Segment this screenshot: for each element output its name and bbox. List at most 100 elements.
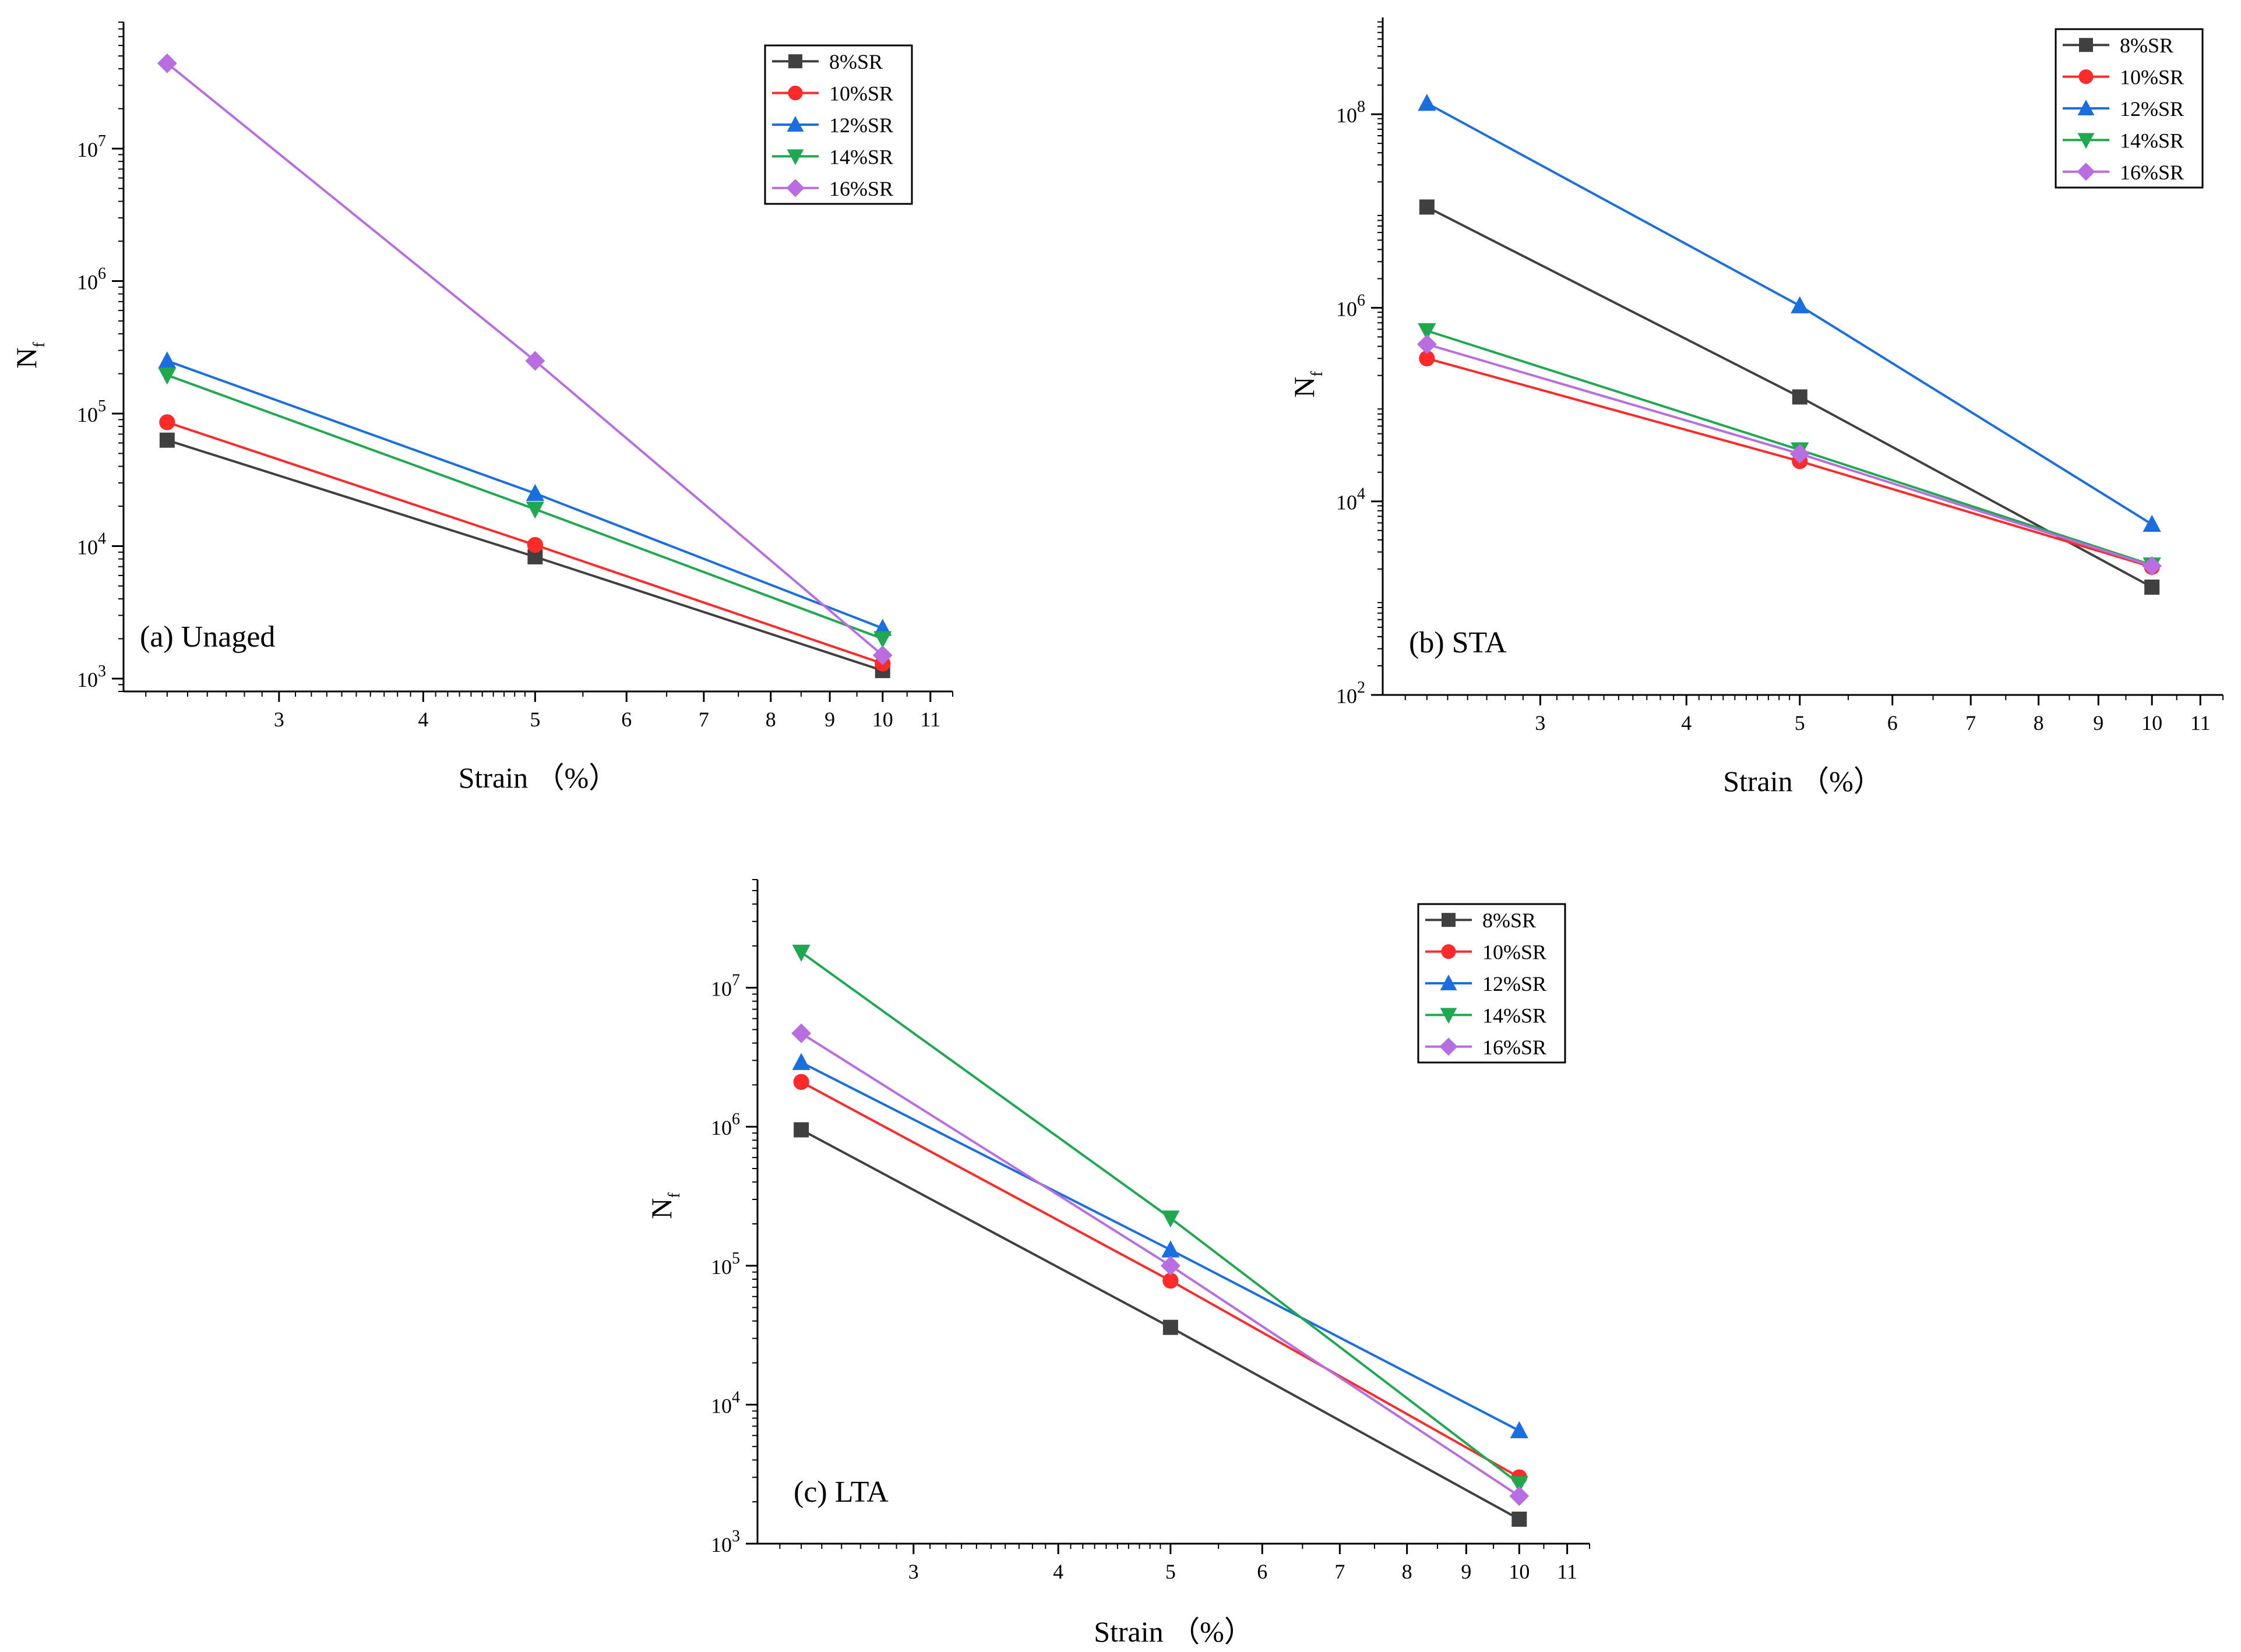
x-tick-label: 11 bbox=[2190, 711, 2211, 735]
panel-title: (b) STA bbox=[1409, 626, 1507, 659]
x-tick-label: 9 bbox=[824, 708, 835, 731]
data-point-12%SR bbox=[1161, 1240, 1180, 1258]
data-point-10%SR bbox=[159, 414, 175, 430]
legend-label: 8%SR bbox=[2120, 34, 2173, 57]
data-point-14%SR bbox=[158, 368, 177, 385]
data-point-10%SR bbox=[793, 1074, 809, 1090]
y-tick-label: 104 bbox=[1336, 485, 1365, 514]
data-point-12%SR bbox=[792, 1053, 811, 1070]
data-point-14%SR bbox=[526, 502, 544, 519]
data-point-12%SR bbox=[1510, 1421, 1528, 1439]
chart-panel-sta: 3 4 5 6 7 8 9 10 11 102 104 106 108 Strain （%） Nf (b) S… bbox=[1288, 17, 2224, 797]
y-tick-label: 106 bbox=[711, 1110, 740, 1139]
legend-label: 16%SR bbox=[2120, 161, 2184, 184]
y-tick-label: 106 bbox=[1336, 291, 1365, 320]
legend-marker bbox=[2078, 69, 2094, 84]
data-point-16%SR bbox=[1160, 1255, 1181, 1276]
y-tick-label: 108 bbox=[1336, 98, 1365, 127]
y-tick-label: 107 bbox=[77, 132, 106, 161]
series-line-14%SR bbox=[167, 374, 883, 640]
chart-panel-lta: 3 4 5 6 7 8 9 10 11 103 104 105 106 107 Strain （%） Nf (c… bbox=[645, 879, 1590, 1648]
x-tick-label: 4 bbox=[1053, 1560, 1063, 1583]
x-tick-label: 5 bbox=[530, 708, 540, 731]
x-tick-label: 11 bbox=[1557, 1560, 1577, 1583]
data-point-8%SR bbox=[794, 1122, 809, 1138]
legend-label: 14%SR bbox=[2120, 129, 2184, 152]
legend-label: 16%SR bbox=[829, 177, 893, 200]
x-tick-label: 10 bbox=[2141, 711, 2162, 735]
legend-marker bbox=[1442, 913, 1456, 927]
data-point-8%SR bbox=[1162, 1319, 1178, 1335]
legend-marker bbox=[787, 149, 804, 165]
legend-marker bbox=[788, 54, 802, 69]
legend-marker bbox=[2077, 100, 2095, 115]
x-tick-label: 6 bbox=[1887, 711, 1898, 735]
data-point-8%SR bbox=[1419, 199, 1435, 215]
data-point-12%SR bbox=[1418, 93, 1436, 111]
legend: 8%SR 10%SR 12%SR 14%SR 16%SR bbox=[1417, 903, 1566, 1064]
data-point-16%SR bbox=[872, 645, 893, 665]
legend: 8%SR 10%SR 12%SR 14%SR 16%SR bbox=[2055, 28, 2204, 189]
legend-marker bbox=[2077, 133, 2095, 149]
data-point-16%SR bbox=[1789, 444, 1810, 464]
panel-title: (c) LTA bbox=[794, 1475, 889, 1509]
x-tick-label: 7 bbox=[1965, 711, 1976, 735]
legend-label: 10%SR bbox=[2120, 66, 2184, 89]
data-point-14%SR bbox=[792, 944, 811, 962]
data-point-14%SR bbox=[1161, 1210, 1180, 1228]
x-tick-label: 3 bbox=[1535, 711, 1545, 735]
data-point-16%SR bbox=[791, 1023, 812, 1043]
legend-label: 12%SR bbox=[1482, 972, 1546, 996]
y-axis-title: Nf bbox=[1288, 371, 1326, 398]
legend-label: 10%SR bbox=[829, 82, 893, 105]
x-axis-title: Strain （%） bbox=[1723, 765, 1883, 797]
data-point-14%SR bbox=[1418, 323, 1436, 340]
data-point-8%SR bbox=[2144, 579, 2160, 595]
legend-label: 12%SR bbox=[2120, 97, 2184, 121]
data-point-10%SR bbox=[527, 536, 544, 553]
series-line-14%SR bbox=[1426, 329, 2152, 566]
series-line-8%SR bbox=[801, 1128, 1520, 1520]
data-point-14%SR bbox=[873, 631, 892, 648]
x-tick-label: 4 bbox=[418, 708, 428, 731]
y-tick-label: 106 bbox=[77, 265, 106, 294]
x-tick-label: 10 bbox=[1509, 1560, 1530, 1583]
legend-marker bbox=[1440, 1008, 1457, 1024]
legend-marker bbox=[2077, 163, 2095, 181]
legend-label: 10%SR bbox=[1482, 941, 1546, 964]
data-point-8%SR bbox=[1511, 1511, 1527, 1527]
legend-marker bbox=[1441, 944, 1456, 959]
legend-marker bbox=[1439, 1037, 1458, 1056]
series-line-12%SR bbox=[801, 1061, 1520, 1432]
data-point-16%SR bbox=[1509, 1486, 1530, 1506]
x-tick-label: 10 bbox=[872, 708, 893, 731]
x-tick-label: 5 bbox=[1795, 711, 1805, 735]
x-tick-label: 9 bbox=[1461, 1560, 1471, 1583]
series-line-12%SR bbox=[167, 359, 883, 630]
y-tick-label: 107 bbox=[711, 972, 740, 1001]
legend-marker bbox=[787, 116, 804, 132]
series-line-16%SR bbox=[801, 1032, 1520, 1497]
y-tick-label: 105 bbox=[77, 397, 106, 426]
legend-marker bbox=[786, 179, 805, 197]
x-tick-label: 8 bbox=[766, 708, 776, 731]
x-tick-label: 3 bbox=[274, 708, 284, 731]
x-axis-title: Strain （%） bbox=[1094, 1615, 1253, 1648]
legend-label: 16%SR bbox=[1482, 1036, 1546, 1059]
series-line-16%SR bbox=[1426, 343, 2152, 567]
legend-marker bbox=[1440, 975, 1457, 990]
y-tick-label: 105 bbox=[711, 1249, 740, 1279]
y-tick-label: 103 bbox=[77, 662, 106, 691]
legend-label: 12%SR bbox=[829, 114, 893, 137]
legend-label: 8%SR bbox=[1482, 909, 1536, 932]
x-tick-label: 3 bbox=[908, 1560, 919, 1583]
y-axis-title: Nf bbox=[10, 342, 48, 369]
data-point-14%SR bbox=[1510, 1476, 1528, 1494]
y-tick-label: 103 bbox=[711, 1527, 740, 1556]
data-point-10%SR bbox=[1419, 350, 1435, 366]
y-tick-label: 102 bbox=[1336, 679, 1365, 708]
x-axis-title: Strain （%） bbox=[459, 761, 618, 794]
x-tick-label: 9 bbox=[2093, 711, 2103, 735]
series-line-14%SR bbox=[800, 951, 1520, 1485]
x-tick-label: 7 bbox=[1334, 1560, 1345, 1583]
